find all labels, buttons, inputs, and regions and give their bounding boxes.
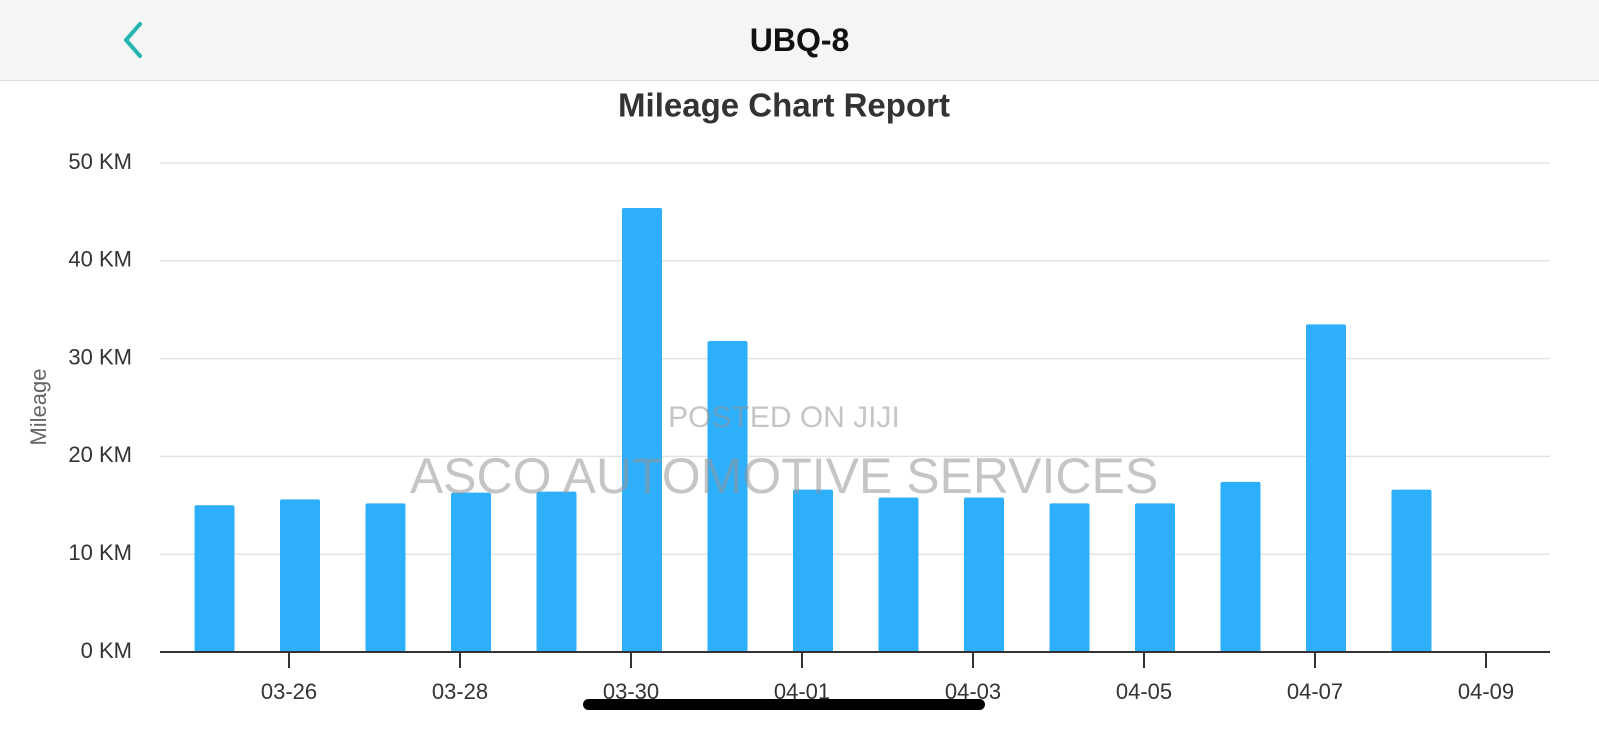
bar [1391, 489, 1432, 652]
y-tick-label: 10 KM [68, 540, 132, 565]
bar [1049, 503, 1090, 652]
bar [536, 491, 577, 652]
y-tick-label: 40 KM [68, 247, 132, 272]
bar [451, 492, 491, 652]
bar [1306, 324, 1346, 652]
y-tick-label: 30 KM [68, 344, 132, 369]
bar [707, 340, 748, 652]
bar [194, 505, 235, 652]
bar [622, 207, 662, 652]
nav-title: UBQ-8 [749, 22, 850, 58]
watermark: ASCO AUTOMOTIVE SERVICES [410, 448, 1158, 504]
x-tick-label: 03-26 [261, 679, 317, 704]
y-axis-label: Mileage [26, 368, 51, 445]
bar [1135, 503, 1175, 652]
back-button[interactable] [118, 20, 150, 60]
y-tick-label: 20 KM [68, 442, 132, 467]
bar [878, 497, 919, 652]
x-tick-label: 04-07 [1287, 679, 1343, 704]
watermark: POSTED ON JIJI [668, 401, 900, 434]
bar [280, 499, 320, 652]
chart-title: Mileage Chart Report [618, 87, 950, 124]
bar [365, 503, 406, 652]
y-tick-label: 50 KM [68, 149, 132, 174]
bar [1220, 481, 1261, 652]
x-tick-label: 04-09 [1458, 679, 1514, 704]
y-tick-label: 0 KM [81, 638, 132, 663]
nav-bar: UBQ-8 [0, 0, 1599, 81]
bar [964, 497, 1004, 652]
bar [793, 489, 833, 652]
home-indicator [583, 699, 985, 710]
x-tick-label: 04-05 [1116, 679, 1172, 704]
x-tick-label: 03-28 [432, 679, 488, 704]
